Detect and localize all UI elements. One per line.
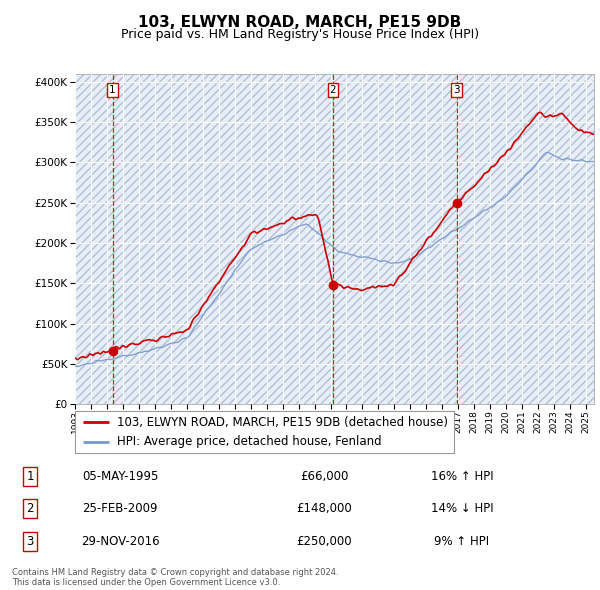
Text: £66,000: £66,000 [300,470,348,483]
Text: 05-MAY-1995: 05-MAY-1995 [82,470,158,483]
Text: 2: 2 [26,502,34,516]
Text: 103, ELWYN ROAD, MARCH, PE15 9DB: 103, ELWYN ROAD, MARCH, PE15 9DB [139,15,461,30]
Text: 29-NOV-2016: 29-NOV-2016 [80,535,160,548]
Text: 1: 1 [109,86,116,96]
Text: 14% ↓ HPI: 14% ↓ HPI [431,502,493,516]
Text: 3: 3 [454,86,460,96]
Text: 9% ↑ HPI: 9% ↑ HPI [434,535,490,548]
Text: 2: 2 [329,86,336,96]
Text: 25-FEB-2009: 25-FEB-2009 [82,502,158,516]
Text: Price paid vs. HM Land Registry's House Price Index (HPI): Price paid vs. HM Land Registry's House … [121,28,479,41]
Text: 1: 1 [26,470,34,483]
Text: Contains HM Land Registry data © Crown copyright and database right 2024.
This d: Contains HM Land Registry data © Crown c… [12,568,338,587]
Text: £250,000: £250,000 [296,535,352,548]
Text: 103, ELWYN ROAD, MARCH, PE15 9DB (detached house): 103, ELWYN ROAD, MARCH, PE15 9DB (detach… [116,415,448,428]
Text: HPI: Average price, detached house, Fenland: HPI: Average price, detached house, Fenl… [116,435,382,448]
Text: 3: 3 [26,535,34,548]
Text: £148,000: £148,000 [296,502,352,516]
Text: 16% ↑ HPI: 16% ↑ HPI [431,470,493,483]
